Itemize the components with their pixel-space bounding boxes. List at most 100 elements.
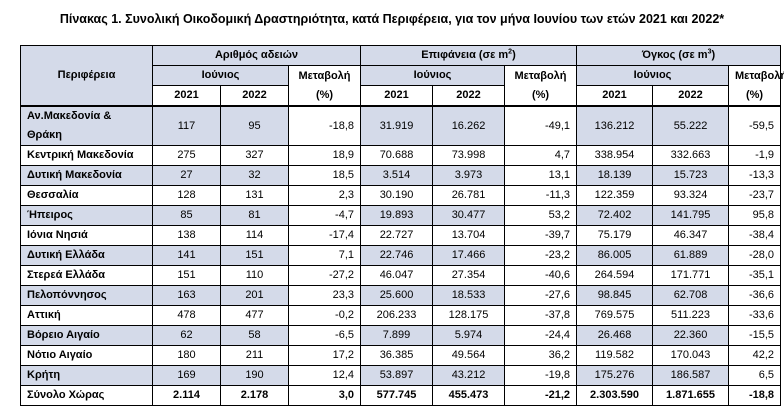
permits-change-cell: 17,2 (287, 345, 362, 366)
area-change-header: Μεταβολή (%) (504, 65, 578, 107)
permits-2021-cell: 62 (152, 325, 221, 346)
area-2021-cell: 22.746 (360, 245, 434, 266)
area-2021-header: 2021 (360, 85, 434, 107)
table-row: Θεσσαλία 128 131 2,3 30.190 26.781 -11,3 122.35… (20, 185, 782, 206)
permits-2022-cell: 151 (220, 245, 289, 266)
volume-2021-cell: 119.582 (576, 345, 654, 366)
table-row: Στερεά Ελλάδα 151 110 -27,2 46.047 27.354 -40,… (20, 265, 782, 286)
volume-change-cell: -35,1 (728, 265, 782, 286)
volume-change-cell: -18,8 (728, 385, 782, 406)
region-name-cell: Στερεά Ελλάδα (20, 265, 153, 286)
permits-2022-header: 2022 (220, 85, 289, 107)
permits-2022-cell: 32 (220, 165, 289, 186)
permits-change-header: Μεταβολή (%) (287, 65, 362, 107)
volume-change-cell: -1,9 (728, 145, 782, 166)
permits-change-cell: -17,4 (287, 225, 362, 246)
change-label: Μεταβολή (735, 69, 784, 82)
permits-change-cell: -6,5 (287, 325, 362, 346)
table-row: Δυτική Μακεδονία 27 32 18,5 3.514 3.973 13,1 18… (20, 165, 782, 186)
area-2021-cell: 206.233 (360, 305, 434, 326)
area-2021-cell: 31.919 (360, 105, 434, 146)
table-body: Αν.Μακεδονία & Θράκη 117 95 -18,8 31.919 16.2… (20, 105, 782, 406)
volume-2021-cell: 264.594 (576, 265, 654, 286)
permits-2021-header: 2021 (152, 85, 221, 107)
table-row: Αν.Μακεδονία & Θράκη 117 95 -18,8 31.919 16.2… (20, 105, 782, 146)
permits-2022-cell: 95 (220, 105, 289, 146)
percent-label: (%) (745, 88, 764, 101)
area-change-cell: -39,7 (504, 225, 578, 246)
volume-2021-cell: 18.139 (576, 165, 654, 186)
permits-2021-cell: 163 (152, 285, 221, 306)
area-2021-cell: 577.745 (360, 385, 434, 406)
volume-change-cell: -36,6 (728, 285, 782, 306)
area-2022-cell: 49.564 (432, 345, 506, 366)
region-name-cell: Ιόνια Νησιά (20, 225, 153, 246)
area-header-label: Επιφάνεια (σε m (421, 49, 509, 61)
area-2022-cell: 27.354 (432, 265, 506, 286)
region-name-cell: Ήπειρος (20, 205, 153, 226)
area-2021-cell: 7.899 (360, 325, 434, 346)
area-change-cell: -49,1 (504, 105, 578, 146)
volume-change-cell: -15,5 (728, 325, 782, 346)
permits-2021-cell: 141 (152, 245, 221, 266)
volume-change-cell: -23,7 (728, 185, 782, 206)
permits-2022-cell: 327 (220, 145, 289, 166)
percent-label: (%) (531, 88, 550, 101)
permits-2022-cell: 131 (220, 185, 289, 206)
volume-2022-cell: 22.360 (652, 325, 730, 346)
permits-change-cell: 12,4 (287, 365, 362, 386)
volume-2021-cell: 175.276 (576, 365, 654, 386)
volume-2022-cell: 55.222 (652, 105, 730, 146)
permits-2022-cell: 114 (220, 225, 289, 246)
region-name-cell: Πελοπόννησος (20, 285, 153, 306)
permits-2021-cell: 180 (152, 345, 221, 366)
area-change-cell: 4,7 (504, 145, 578, 166)
permits-2022-cell: 190 (220, 365, 289, 386)
permits-change-cell: 7,1 (287, 245, 362, 266)
permits-month-header: Ιούνιος (152, 65, 289, 86)
total-row: Σύνολο Χώρας 2.114 2.178 3,0 577.745 455.473-… (20, 385, 782, 406)
volume-header-label: Όγκος (σε m (641, 49, 708, 61)
volume-2022-cell: 511.223 (652, 305, 730, 326)
volume-change-cell: 95,8 (728, 205, 782, 226)
volume-2021-cell: 122.359 (576, 185, 654, 206)
permits-2021-cell: 128 (152, 185, 221, 206)
volume-2021-cell: 98.845 (576, 285, 654, 306)
region-name-cell: Αν.Μακεδονία & Θράκη (20, 105, 153, 146)
volume-2022-cell: 93.324 (652, 185, 730, 206)
area-change-cell: -21,2 (504, 385, 578, 406)
change-label: Μεταβολή (514, 69, 567, 82)
permits-2022-cell: 81 (220, 205, 289, 226)
area-2022-cell: 26.781 (432, 185, 506, 206)
permits-change-cell: -0,2 (287, 305, 362, 326)
volume-2022-cell: 141.795 (652, 205, 730, 226)
area-2021-cell: 3.514 (360, 165, 434, 186)
volume-2021-cell: 338.954 (576, 145, 654, 166)
volume-2021-cell: 86.005 (576, 245, 654, 266)
permits-2021-cell: 85 (152, 205, 221, 226)
area-change-cell: -19,8 (504, 365, 578, 386)
volume-unit-superscript: 3 (707, 48, 712, 56)
area-2022-cell: 18.533 (432, 285, 506, 306)
permits-2022-cell: 477 (220, 305, 289, 326)
area-change-cell: -40,6 (504, 265, 578, 286)
area-2022-cell: 30.477 (432, 205, 506, 226)
volume-2021-cell: 136.212 (576, 105, 654, 146)
percent-label: (%) (315, 88, 334, 101)
area-change-cell: -27,6 (504, 285, 578, 306)
region-name-cell: Δυτική Μακεδονία (20, 165, 153, 186)
permits-change-cell: -27,2 (287, 265, 362, 286)
volume-2022-cell: 332.663 (652, 145, 730, 166)
area-2021-cell: 30.190 (360, 185, 434, 206)
volume-2022-cell: 170.043 (652, 345, 730, 366)
region-name-cell: Δυτική Ελλάδα (20, 245, 153, 266)
area-2021-cell: 53.897 (360, 365, 434, 386)
area-2022-cell: 16.262 (432, 105, 506, 146)
area-change-cell: -11,3 (504, 185, 578, 206)
permits-2021-cell: 151 (152, 265, 221, 286)
volume-2021-cell: 2.303.590 (576, 385, 654, 406)
volume-2022-cell: 46.347 (652, 225, 730, 246)
volume-change-header: Μεταβολή (%) (728, 65, 784, 107)
table-row: Ήπειρος 85 81 -4,7 19.893 30.477 53,2 72.402 141… (20, 205, 782, 226)
area-2021-cell: 36.385 (360, 345, 434, 366)
